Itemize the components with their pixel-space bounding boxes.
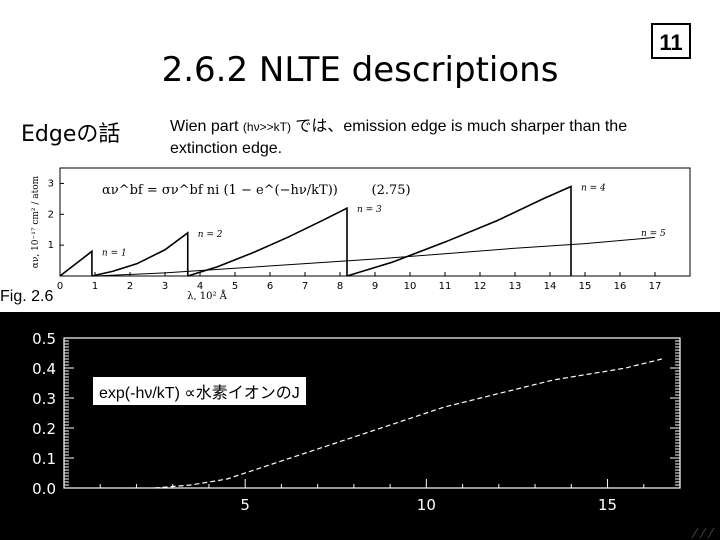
x-tick-label: 5 (240, 496, 250, 514)
y-axis-label: αν, 10⁻¹⁷ cm² / atom (31, 175, 41, 268)
formula-label: αν^bf = σν^bf ni (1 − e^(−hν/kT)) (102, 183, 338, 198)
x-tick-label: 9 (372, 281, 378, 292)
exp-factor-chart: 0.0 0.1 0.2 0.3 0.4 0.5 5 10 15 (0, 312, 720, 540)
x-tick-label: 2 (127, 281, 133, 292)
x-tick-label: 3 (162, 281, 168, 292)
series-label-3: n = 3 (357, 205, 382, 215)
slide-note: Wien part (hν>>kT) では、emission edge is m… (170, 116, 690, 159)
series-line-3 (187, 206, 348, 277)
plot-frame (63, 337, 681, 489)
series-label-2: n = 2 (198, 230, 223, 240)
page-number: 11 (651, 23, 691, 59)
x-tick-label: 8 (337, 281, 343, 292)
y-tick-label: 0.3 (32, 390, 56, 408)
series-line-5 (94, 236, 656, 277)
x-tick-label: 15 (579, 281, 592, 292)
y-tick-label: 0.0 (32, 480, 56, 498)
x-axis-label: λ, 10² Å (187, 290, 228, 300)
note-text-2: では、emission edge is much sharper than th… (170, 118, 628, 157)
x-tick-label: 17 (649, 281, 662, 292)
y-tick-label: 0.4 (32, 360, 56, 378)
x-tick-label: 10 (404, 281, 417, 292)
series-label-5: n = 5 (641, 229, 666, 239)
exp-factor-label: exp(-hν/kT) ∝水素イオンのJ (92, 376, 307, 406)
series-line-1 (59, 249, 93, 277)
x-tick-label: 16 (614, 281, 627, 292)
note-small: (hν>>kT) (242, 120, 291, 134)
x-tick-label: 15 (598, 496, 617, 514)
series-line-2 (91, 231, 189, 277)
y-tick-label: 3 (48, 178, 54, 189)
equation-number: (2.75) (372, 183, 411, 198)
series-label-4: n = 4 (581, 184, 606, 194)
x-tick-label: 6 (267, 281, 273, 292)
series-label-1: n = 1 (102, 248, 127, 258)
x-tick-label: 10 (417, 496, 436, 514)
figure-caption: Fig. 2.6 (0, 288, 54, 305)
series-line-4 (346, 185, 572, 277)
x-tick-label: 12 (474, 281, 487, 292)
x-tick-label: 5 (232, 281, 238, 292)
y-tick-label: 2 (48, 209, 54, 220)
y-tick-label: 1 (48, 240, 54, 251)
x-tick-label: 14 (544, 281, 557, 292)
x-tick-label: 11 (439, 281, 452, 292)
y-tick-label: 0.2 (32, 420, 56, 438)
y-tick-label: 0.1 (32, 450, 56, 468)
y-tick-label: 0.5 (32, 330, 56, 348)
x-tick-label: 0 (57, 281, 63, 292)
x-tick-label: 13 (509, 281, 522, 292)
x-tick-label: 4 (197, 281, 203, 292)
note-text-1: Wien part (170, 118, 243, 135)
x-tick-label: 7 (302, 281, 308, 292)
corner-mark-icon (691, 527, 715, 539)
slide-title: 2.6.2 NLTE descriptions (161, 50, 559, 90)
side-label: Edgeの話 (21, 122, 121, 147)
x-tick-label: 1 (92, 281, 98, 292)
